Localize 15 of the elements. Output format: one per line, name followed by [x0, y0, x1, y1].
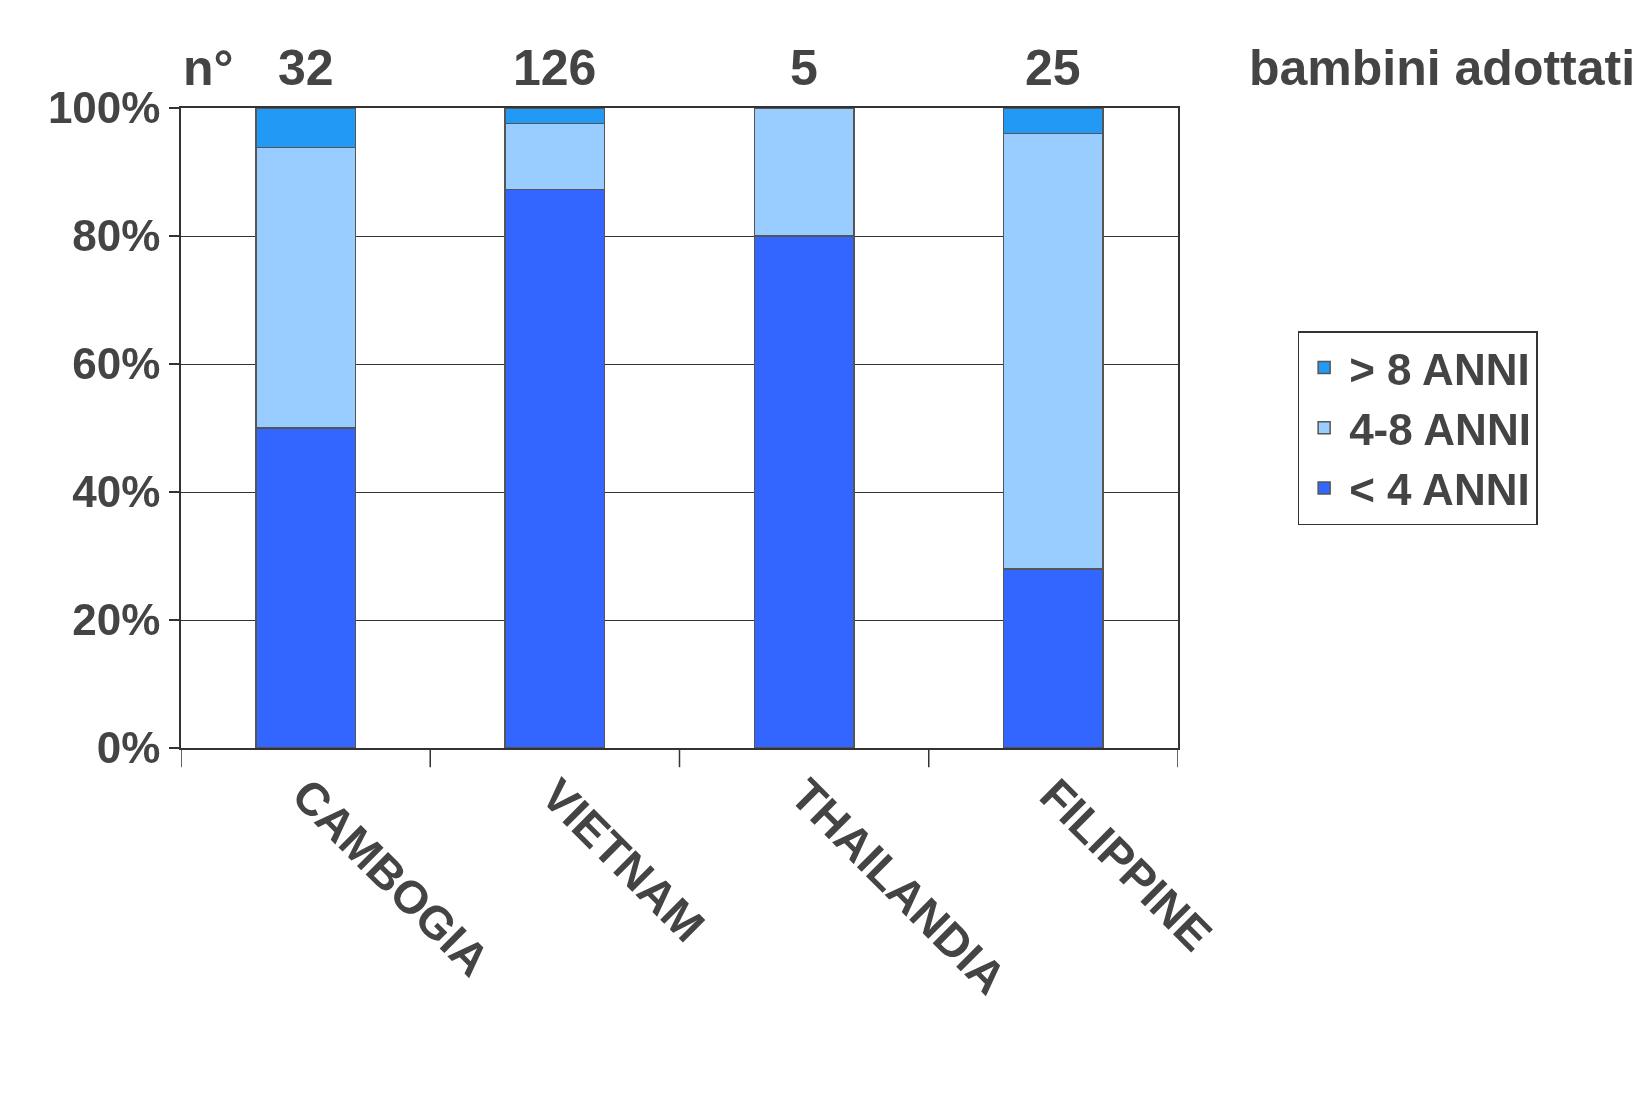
legend-label: < 4 ANNI	[1349, 465, 1530, 515]
y-tick-label: 60%	[72, 339, 161, 389]
y-tick-label: 20%	[72, 595, 161, 645]
text: 32	[278, 40, 334, 96]
text: n°	[183, 40, 234, 96]
y-tick-label: 100%	[47, 83, 161, 133]
y-tick-label: 40%	[72, 467, 161, 517]
text: 126	[513, 40, 597, 96]
text: 25	[1025, 40, 1081, 96]
legend-label: 4-8 ANNI	[1349, 404, 1531, 454]
text: bambini adottati	[1249, 40, 1636, 96]
text: 5	[790, 40, 818, 96]
legend-label: > 8 ANNI	[1349, 344, 1530, 394]
y-tick-label: 0%	[96, 723, 161, 773]
y-tick-label: 80%	[72, 211, 161, 261]
